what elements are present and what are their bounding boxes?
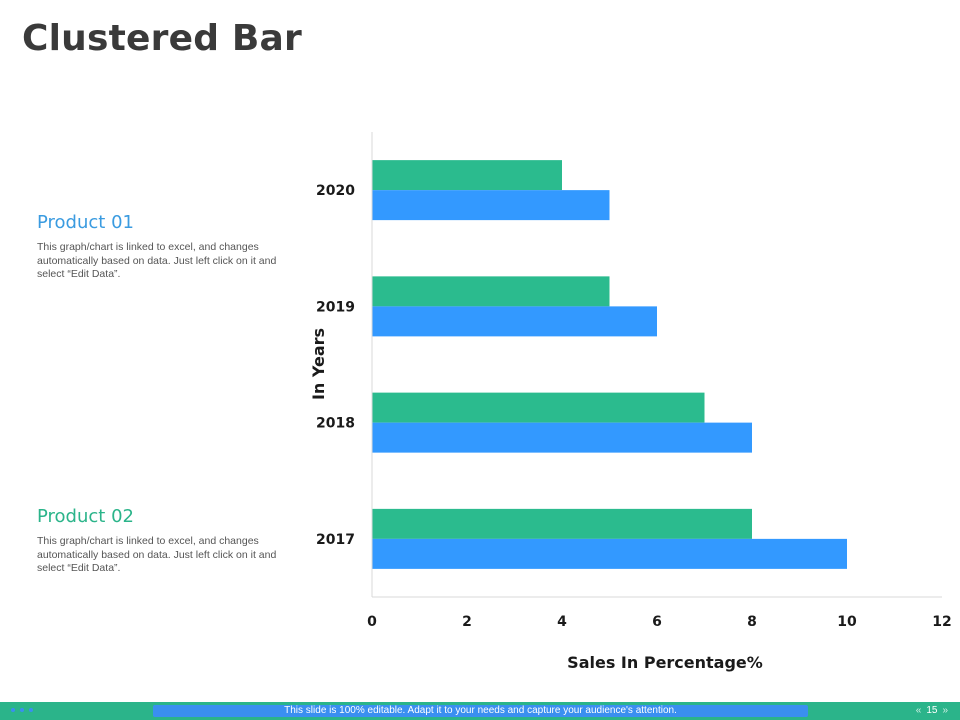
next-slide-icon[interactable]: » [942, 705, 948, 716]
footer-banner: This slide is 100% editable. Adapt it to… [153, 705, 808, 717]
prev-slide-icon[interactable]: « [915, 705, 922, 716]
x-axis-title: Sales In Percentage% [567, 653, 763, 672]
y-tick-label-2018: 2018 [316, 416, 355, 432]
product-02-block: Product 02 This graph/chart is linked to… [37, 506, 277, 576]
y-tick-label-2017: 2017 [316, 532, 355, 548]
y-tick-label-2020: 2020 [316, 183, 355, 199]
footer-bar: This slide is 100% editable. Adapt it to… [0, 702, 960, 720]
x-tick-label-10: 10 [837, 614, 857, 630]
bar-product-01-2019 [372, 306, 657, 337]
x-tick-label-4: 4 [557, 614, 567, 630]
bar-product-02-2017 [372, 508, 752, 539]
x-tick-label-8: 8 [747, 614, 757, 630]
bar-product-01-2017 [372, 538, 847, 569]
x-tick-label-0: 0 [367, 614, 377, 630]
product-01-block: Product 01 This graph/chart is linked to… [37, 212, 277, 282]
x-tick-label-6: 6 [652, 614, 662, 630]
bar-product-01-2020 [372, 190, 610, 221]
bar-product-02-2019 [372, 276, 610, 307]
product-01-heading: Product 01 [37, 212, 134, 233]
footer-dots-icon [11, 708, 33, 714]
y-tick-label-2019: 2019 [316, 299, 355, 315]
product-02-heading: Product 02 [37, 506, 134, 527]
product-01-description: This graph/chart is linked to excel, and… [37, 241, 277, 280]
product-02-description: This graph/chart is linked to excel, and… [37, 535, 277, 574]
y-axis-title: In Years [309, 328, 328, 400]
bar-product-02-2018 [372, 392, 705, 423]
x-tick-label-2: 2 [462, 614, 472, 630]
footer-nav: « 15 » [916, 704, 948, 718]
x-tick-label-12: 12 [932, 614, 951, 630]
bar-product-02-2020 [372, 160, 562, 191]
bar-product-01-2018 [372, 422, 752, 453]
slide-title: Clustered Bar [22, 18, 303, 59]
page-number: 15 [926, 705, 938, 716]
